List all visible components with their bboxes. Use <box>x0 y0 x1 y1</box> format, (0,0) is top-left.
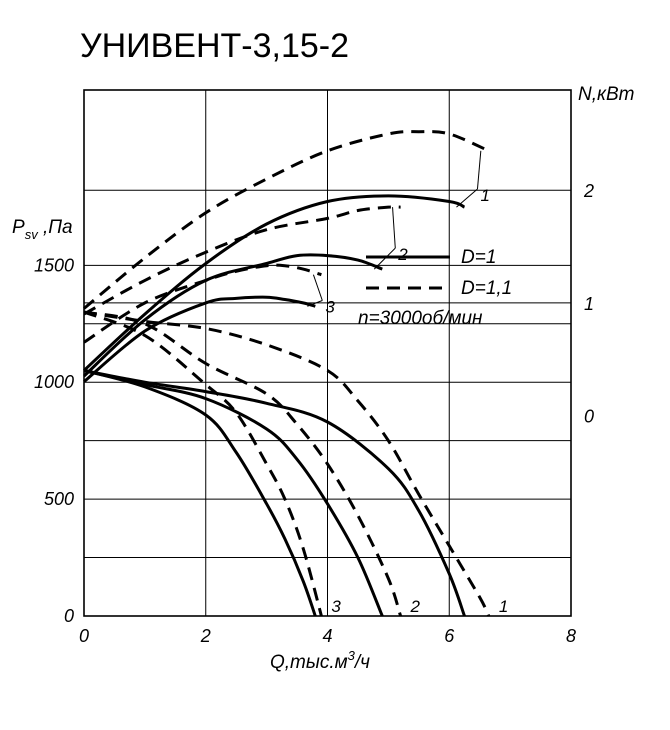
y-right-tick-label: 0 <box>584 407 594 427</box>
pressure-curve-3-solid <box>83 369 317 617</box>
power-curve-number: 1 <box>480 186 489 205</box>
y-right-tick-label: 2 <box>583 181 594 201</box>
legend-speed-note: n=3000об/мин <box>358 308 483 329</box>
pressure-curve-number: 3 <box>331 597 341 616</box>
x-tick-label: 8 <box>566 626 576 646</box>
power-curve-leader <box>307 300 323 307</box>
pressure-curve-1-solid <box>83 369 466 617</box>
y-axis-right-label: N,кВт <box>578 84 634 105</box>
pressure-curve-number: 2 <box>410 597 421 616</box>
x-axis-label: Q,тыс.м3/ч <box>270 648 370 673</box>
pressure-curve-number: 1 <box>499 597 508 616</box>
x-axis-label-sup: 3 <box>348 648 356 663</box>
power-curve-number: 3 <box>325 297 335 316</box>
power-curve-1-dashed <box>83 130 490 310</box>
x-axis-label-main: Q,тыс.м <box>270 652 348 673</box>
curves <box>82 130 491 617</box>
legend: D=1 D=1,1 n=3000об/мин <box>358 247 512 329</box>
legend-dashed-label: D=1,1 <box>461 278 512 299</box>
y-left-tick-label: 500 <box>44 489 74 509</box>
power-curve-leader <box>373 247 396 270</box>
power-curve-2-dashed <box>83 205 401 316</box>
pressure-curve-2-solid <box>83 369 384 617</box>
curve-labels: 1 2 3 1 2 3 <box>307 150 508 616</box>
power-curve-leader <box>476 150 482 190</box>
y-left-tick-label: 1000 <box>34 372 74 392</box>
power-curve-3-solid <box>83 295 316 383</box>
x-tick-label: 6 <box>444 626 455 646</box>
chart-title: УНИВЕНТ-3,15-2 <box>80 27 349 65</box>
y-left-label-sub: sv <box>25 227 40 242</box>
x-tick-label: 4 <box>322 626 332 646</box>
x-tick-label: 2 <box>200 626 211 646</box>
x-axis-label-tail: /ч <box>353 652 370 673</box>
power-curve-1-solid <box>82 194 466 372</box>
y-axis-left-label: Psv ,Па <box>12 217 73 242</box>
y-left-tick-label: 0 <box>64 606 74 626</box>
y-right-tick-label: 1 <box>584 294 594 314</box>
power-curve-leader <box>312 274 323 301</box>
power-curve-3-dashed <box>83 263 322 344</box>
y-left-label-main: P <box>12 217 25 238</box>
power-curve-number: 2 <box>397 245 408 264</box>
power-curve-leader <box>456 188 478 208</box>
tick-labels: 0 2 4 6 8 0 500 1000 1500 0 1 2 <box>34 181 594 646</box>
legend-solid-label: D=1 <box>461 247 496 268</box>
y-left-label-tail: ,Па <box>38 217 73 238</box>
pressure-curve-1-dashed <box>83 310 491 617</box>
power-curve-2-solid <box>82 253 383 378</box>
x-tick-label: 0 <box>79 626 89 646</box>
pressure-curve-3-dashed <box>83 310 323 617</box>
pressure-curve-2-dashed <box>83 310 403 617</box>
grid <box>84 90 571 616</box>
plot-frame <box>83 89 572 617</box>
power-curve-leader <box>392 207 396 249</box>
y-left-tick-label: 1500 <box>34 255 74 275</box>
